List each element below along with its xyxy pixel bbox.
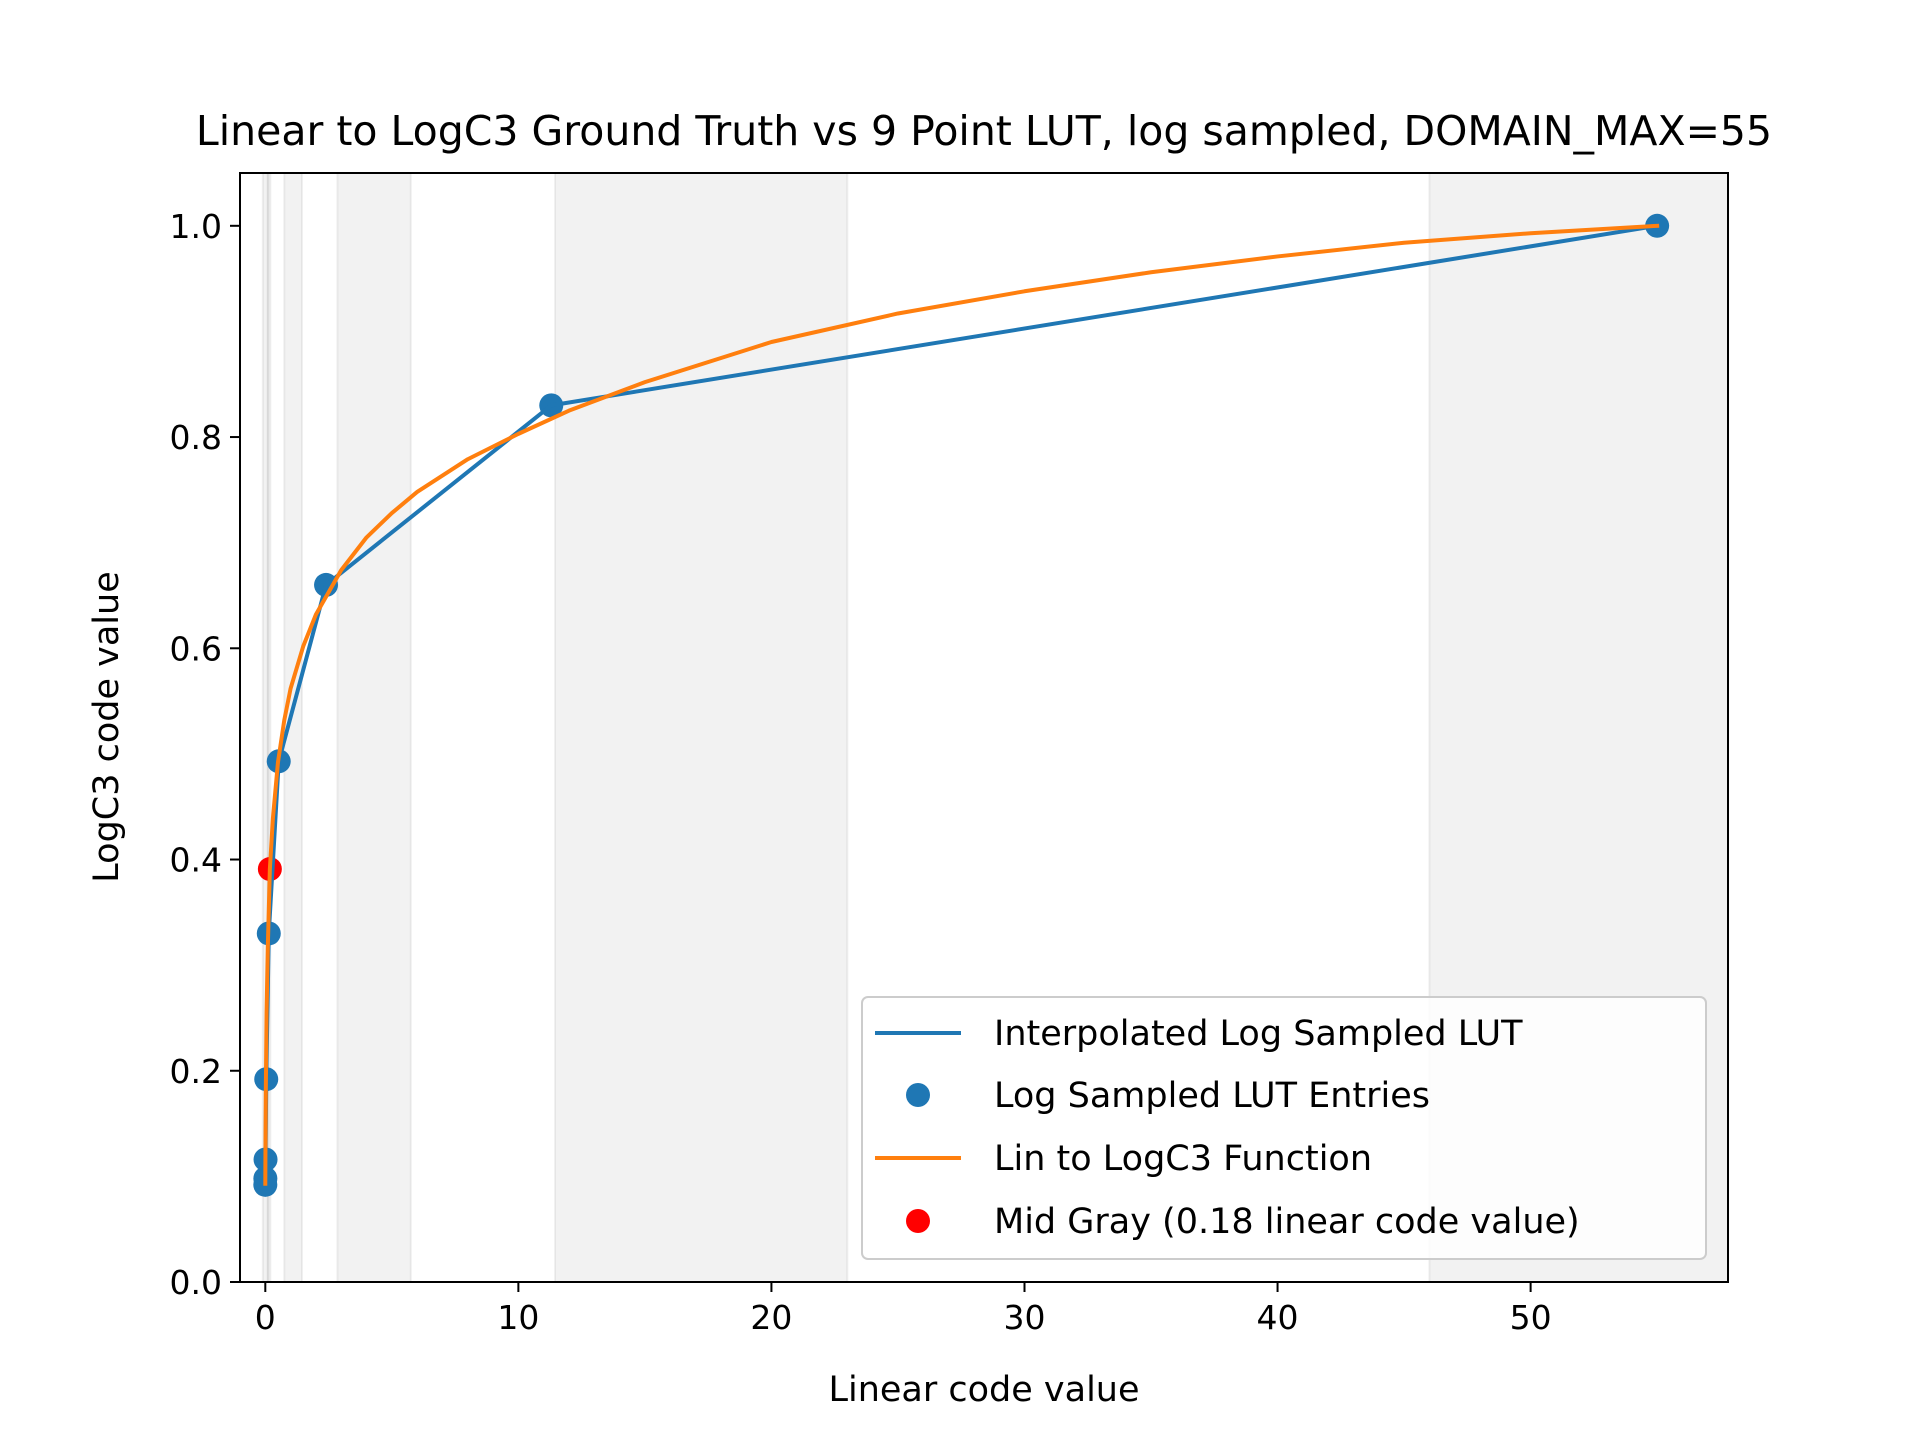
shaded-band	[266, 172, 272, 1283]
y-tick-label: 0.6	[170, 629, 222, 668]
shaded-band	[554, 172, 849, 1283]
y-tick-label: 0.0	[170, 1263, 222, 1302]
y-tick-label: 0.4	[170, 841, 222, 880]
series-line-2	[263, 223, 1660, 1186]
shaded-band	[336, 172, 412, 1283]
x-axis-label: Linear code value	[828, 1370, 1139, 1410]
x-tick-label: 20	[750, 1298, 792, 1337]
x-tick-label: 40	[1257, 1298, 1299, 1337]
x-tick-label: 50	[1510, 1298, 1552, 1337]
legend-entry-label: Lin to LogC3 Function	[994, 1139, 1372, 1179]
x-tick-label: 0	[255, 1298, 276, 1337]
y-axis-label: LogC3 code value	[87, 571, 127, 882]
x-tick-label: 30	[1003, 1298, 1045, 1337]
legend-entry-label: Interpolated Log Sampled LUT	[994, 1014, 1523, 1054]
legend: Interpolated Log Sampled LUT Log Sampled …	[861, 996, 1707, 1260]
y-tick-label: 0.8	[170, 418, 222, 457]
y-tick-label: 0.2	[170, 1052, 222, 1091]
x-axis-ticks: 0 10 20 30 40 50	[255, 1282, 1552, 1337]
legend-marker-swatch	[906, 1209, 930, 1233]
y-tick-label: 1.0	[170, 207, 222, 246]
x-tick-label: 10	[497, 1298, 539, 1337]
legend-box	[861, 996, 1707, 1260]
legend-marker-swatch	[906, 1083, 930, 1107]
chart-title: Linear to LogC3 Ground Truth vs 9 Point …	[196, 107, 1772, 155]
plot-frame	[239, 172, 1729, 1283]
legend-entry-label: Mid Gray (0.18 linear code value)	[994, 1202, 1580, 1242]
legend-entry-label: Log Sampled LUT Entries	[994, 1076, 1430, 1116]
y-axis-ticks: 0.0 0.2 0.4 0.6 0.8 1.0	[170, 207, 240, 1302]
series-lines	[263, 223, 1660, 1187]
